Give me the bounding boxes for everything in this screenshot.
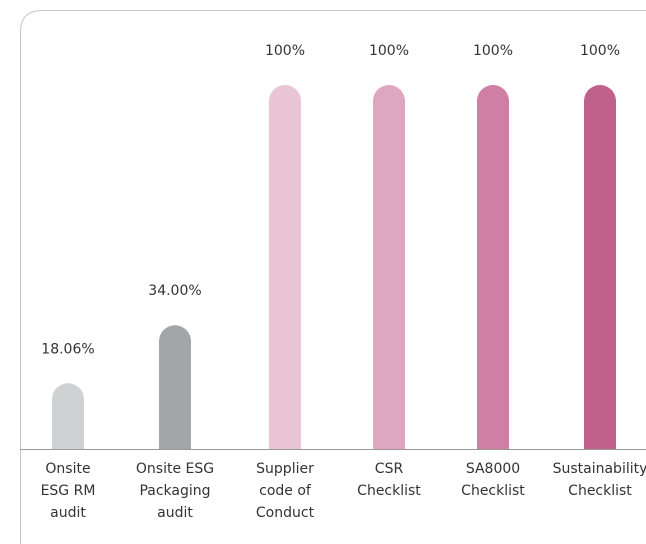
bar xyxy=(477,85,509,449)
value-label: 100% xyxy=(580,43,620,59)
x-tick-label: SA8000 Checklist xyxy=(461,461,525,499)
value-label: 18.06% xyxy=(41,341,94,357)
bar xyxy=(584,85,616,449)
x-tick-label: Sustainability Checklist xyxy=(552,461,646,499)
value-label: 100% xyxy=(473,43,513,59)
value-label: 100% xyxy=(369,43,409,59)
x-tick-label: CSR Checklist xyxy=(357,461,421,499)
card-border xyxy=(20,10,646,544)
value-label: 34.00% xyxy=(148,283,201,299)
value-label: 100% xyxy=(265,43,305,59)
bar xyxy=(373,85,405,449)
x-tick-label: Supplier code of Conduct xyxy=(255,461,315,521)
bar xyxy=(52,383,84,449)
bar xyxy=(269,85,301,449)
x-tick-label: Onsite ESG RM audit xyxy=(40,461,96,521)
bar xyxy=(159,325,191,449)
x-tick-label: Onsite ESG Packaging audit xyxy=(135,461,215,521)
